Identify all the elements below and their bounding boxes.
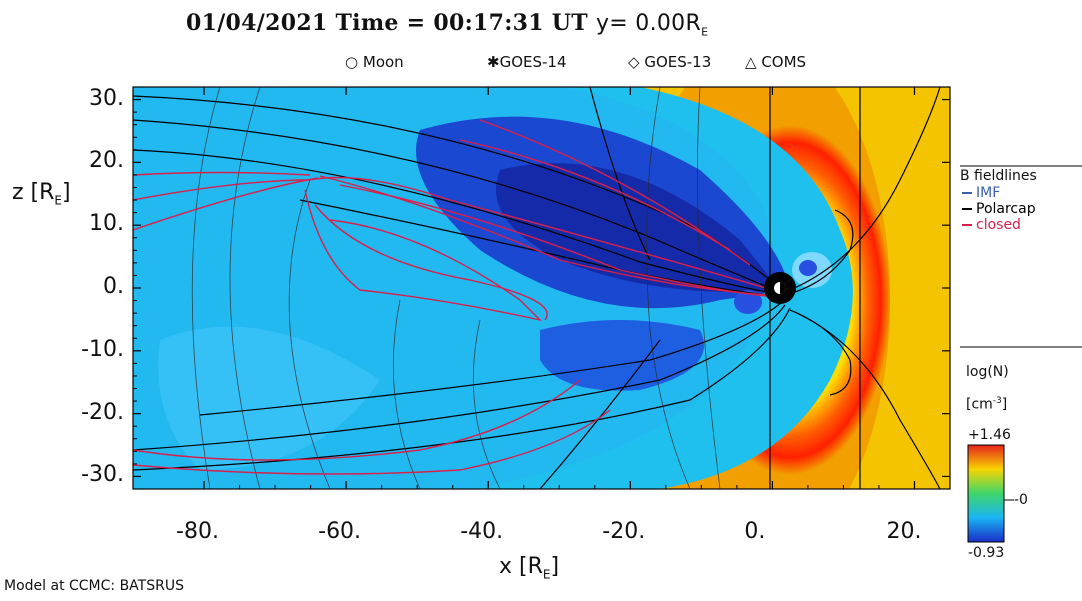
x-tick-label: -80. bbox=[176, 519, 219, 544]
fieldline-legend-title: B fieldlines bbox=[960, 168, 1037, 184]
imf-fieldlines bbox=[191, 87, 721, 489]
y-tick-label: 0. bbox=[103, 274, 124, 299]
colorbar-units: [cm-3] bbox=[966, 396, 1008, 413]
legend-item-polarcap: Polarcap bbox=[962, 201, 1036, 217]
closed-fieldlines bbox=[133, 119, 785, 475]
x-tick-label: 20. bbox=[886, 519, 922, 544]
x-tick-label: -60. bbox=[318, 519, 362, 544]
fieldlines bbox=[133, 87, 941, 489]
satellite-goes14: ✱GOES-14 bbox=[487, 53, 567, 71]
colorbar-quantity: log(N) bbox=[966, 364, 1009, 380]
satellite-goes13: ◇ GOES-13 bbox=[628, 53, 712, 71]
y-axis-ticks bbox=[133, 98, 950, 490]
colorbar-max-label: +1.46 bbox=[968, 427, 1011, 443]
y-axis-label: z [RE] bbox=[12, 180, 71, 208]
x-axis-ticks bbox=[203, 87, 951, 489]
satellite-moon: ○ Moon bbox=[345, 53, 404, 71]
x-tick-label: -40. bbox=[460, 519, 504, 544]
colorbar bbox=[967, 444, 1005, 543]
x-tick-label: 0. bbox=[744, 519, 766, 544]
y-tick-label: -10. bbox=[81, 336, 124, 362]
satellite-legend: ○ Moon ✱GOES-14 ◇ GOES-13 △ COMS bbox=[0, 53, 1082, 75]
legend-item-closed: closed bbox=[962, 217, 1021, 233]
earth bbox=[764, 272, 796, 304]
title-date: 01/04/2021 bbox=[186, 10, 328, 36]
y-tick-label: -20. bbox=[81, 399, 124, 425]
x-axis-label: x [RE] bbox=[499, 554, 560, 582]
y-tick-label: 20. bbox=[89, 148, 124, 174]
title-time: Time = 00:17:31 UT bbox=[335, 10, 588, 36]
colorbar-min-label: -0.93 bbox=[968, 545, 1005, 561]
colorbar-mid-label: -0 bbox=[1014, 492, 1028, 508]
y-tick-label: 30. bbox=[89, 85, 124, 111]
x-tick-label: -20. bbox=[602, 519, 646, 544]
title-position: y= 0.00RE bbox=[595, 11, 709, 39]
plot-title: 01/04/2021 Time = 00:17:31 UT y= 0.00RE bbox=[186, 10, 708, 38]
y-tick-label: 10. bbox=[89, 211, 124, 237]
model-credit: Model at CCMC: BATSRUS bbox=[4, 578, 184, 594]
density-field bbox=[133, 87, 950, 489]
legend-item-imf: IMF bbox=[962, 185, 1000, 201]
satellite-coms: △ COMS bbox=[745, 53, 807, 71]
y-tick-label: -30. bbox=[81, 462, 124, 488]
